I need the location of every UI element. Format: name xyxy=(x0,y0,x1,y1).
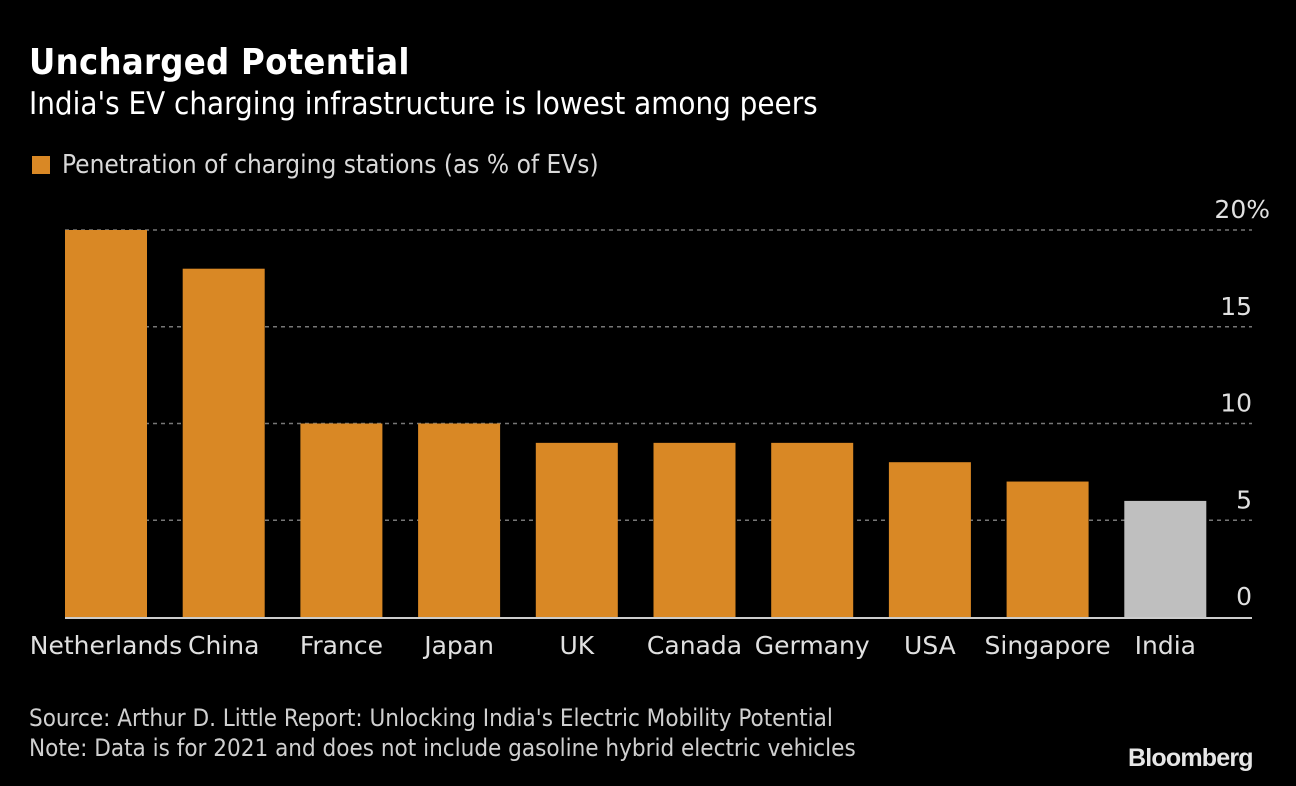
bar-usa xyxy=(888,462,971,617)
y-tick-label: 15 xyxy=(1220,292,1252,321)
bar-chart: 0 5 10 15 20% Netherlands China France Japan UK Ca… xyxy=(30,195,1270,660)
x-tick-label: Germany xyxy=(755,631,870,660)
x-tick-label: UK xyxy=(559,631,594,660)
chart-title: Uncharged Potential xyxy=(29,42,410,83)
y-tick-label: 10 xyxy=(1220,389,1252,418)
bar-china xyxy=(182,268,265,617)
legend-swatch xyxy=(32,156,50,174)
legend: Penetration of charging stations (as % o… xyxy=(32,150,599,180)
source-note: Source: Arthur D. Little Report: Unlocki… xyxy=(29,704,833,732)
bar-france xyxy=(300,423,383,617)
bar-india xyxy=(1124,500,1207,617)
x-tick-label: Singapore xyxy=(985,631,1111,660)
y-tick-label: 5 xyxy=(1236,485,1252,514)
x-tick-label: USA xyxy=(904,631,956,660)
bar-singapore xyxy=(1006,481,1089,617)
bar-uk xyxy=(535,442,618,617)
bloomberg-logo: Bloomberg xyxy=(1128,744,1254,772)
x-tick-label: Canada xyxy=(647,631,742,660)
y-tick-label: 0 xyxy=(1236,582,1252,611)
bar-japan xyxy=(418,423,501,617)
legend-label: Penetration of charging stations (as % o… xyxy=(62,150,599,180)
x-tick-label: China xyxy=(188,631,259,660)
chart-subtitle: India's EV charging infrastructure is lo… xyxy=(29,86,818,122)
x-tick-label: Netherlands xyxy=(30,631,182,660)
data-note: Note: Data is for 2021 and does not incl… xyxy=(29,734,856,762)
x-tick-label: France xyxy=(300,631,383,660)
bar-canada xyxy=(653,442,736,617)
x-tick-label: India xyxy=(1135,631,1196,660)
y-tick-label: 20% xyxy=(1214,195,1270,224)
x-tick-label: Japan xyxy=(422,631,494,660)
bar-germany xyxy=(771,442,854,617)
bar-netherlands xyxy=(65,230,147,617)
